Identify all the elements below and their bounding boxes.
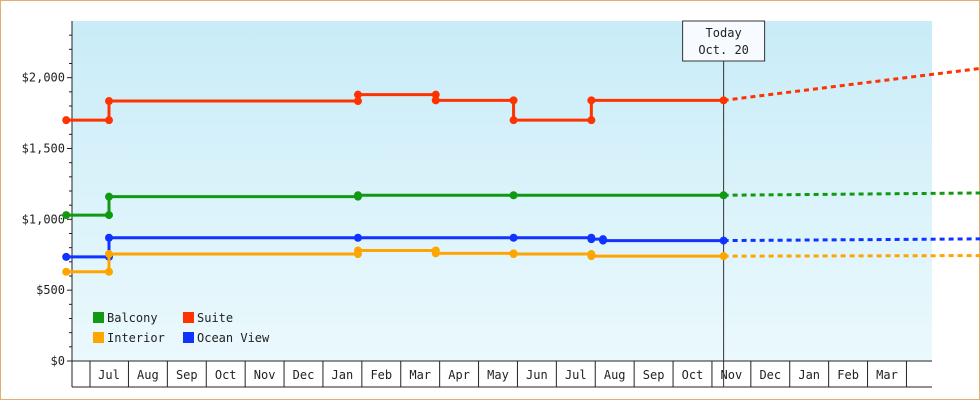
series-balcony <box>62 191 980 220</box>
plot-area <box>72 21 932 361</box>
legend-swatch <box>93 332 104 343</box>
x-tick-label: Aug <box>604 368 626 382</box>
x-tick-label: Jan <box>798 368 820 382</box>
data-point <box>719 252 728 261</box>
data-point <box>62 267 71 276</box>
data-point <box>587 116 596 125</box>
data-point <box>431 96 440 105</box>
data-point <box>509 96 518 105</box>
data-point <box>509 233 518 242</box>
data-point <box>62 116 71 125</box>
data-point <box>587 252 596 261</box>
data-point <box>105 250 113 259</box>
data-point <box>599 236 608 245</box>
legend-item: Balcony <box>93 311 158 325</box>
series-interior <box>62 246 980 276</box>
data-point <box>105 116 113 125</box>
x-tick-label: Nov <box>721 368 743 382</box>
x-tick-label: Jan <box>332 368 354 382</box>
data-point <box>509 191 518 200</box>
x-tick-label: Nov <box>254 368 276 382</box>
legend-item: Interior <box>93 331 165 345</box>
x-tick-label: Feb <box>837 368 859 382</box>
data-point <box>509 250 518 259</box>
x-tick-label: Jul <box>98 368 120 382</box>
today-date-label: Oct. 20 <box>698 43 749 57</box>
legend-label: Suite <box>197 311 233 325</box>
x-tick-label: May <box>487 368 509 382</box>
data-point <box>353 246 362 255</box>
today-label: Today <box>706 26 742 40</box>
data-point <box>105 233 113 242</box>
data-point <box>719 236 728 245</box>
data-point <box>509 116 518 125</box>
x-tick-label: Dec <box>293 368 315 382</box>
data-point <box>719 96 728 105</box>
data-point <box>353 233 362 242</box>
x-tick-label: Oct <box>682 368 704 382</box>
legend-label: Interior <box>107 331 165 345</box>
data-point <box>62 252 71 261</box>
x-tick-label: Sep <box>176 368 198 382</box>
series-suite <box>62 66 980 125</box>
x-tick-label: Jun <box>526 368 548 382</box>
x-tick-label: Aug <box>137 368 159 382</box>
x-tick-label: Apr <box>448 368 470 382</box>
x-tick-label: Dec <box>759 368 781 382</box>
data-point <box>587 96 596 105</box>
data-point <box>353 191 362 200</box>
y-tick-label: $2,000 <box>22 71 65 85</box>
x-tick-label: Feb <box>370 368 392 382</box>
y-tick-label: $0 <box>51 354 65 368</box>
y-tick-label: $1,500 <box>22 142 65 156</box>
today-label-box <box>682 20 766 62</box>
y-tick-label: $1,000 <box>22 212 65 226</box>
data-point <box>353 97 362 106</box>
legend-label: Balcony <box>107 311 158 325</box>
x-tick-label: Sep <box>643 368 665 382</box>
data-point <box>105 97 113 106</box>
legend-swatch <box>183 332 194 343</box>
y-tick-label: $500 <box>36 283 65 297</box>
legend-swatch <box>93 312 104 323</box>
data-point <box>431 249 440 258</box>
x-tick-label: Jul <box>565 368 587 382</box>
legend-item: Ocean View <box>183 331 270 345</box>
data-point <box>105 211 113 220</box>
data-point <box>353 90 362 99</box>
forecast-line <box>723 254 980 258</box>
data-point <box>105 192 113 201</box>
x-tick-label: Mar <box>409 368 431 382</box>
data-point <box>587 235 596 244</box>
data-point <box>62 211 71 220</box>
legend-label: Ocean View <box>197 331 270 345</box>
data-point <box>431 90 440 99</box>
x-tick-label: Oct <box>215 368 237 382</box>
series-ocean-view <box>62 233 980 261</box>
data-point <box>105 267 113 276</box>
legend-item: Suite <box>183 311 233 325</box>
legend-swatch <box>183 312 194 323</box>
x-tick-label: Mar <box>876 368 898 382</box>
data-point <box>719 191 728 200</box>
